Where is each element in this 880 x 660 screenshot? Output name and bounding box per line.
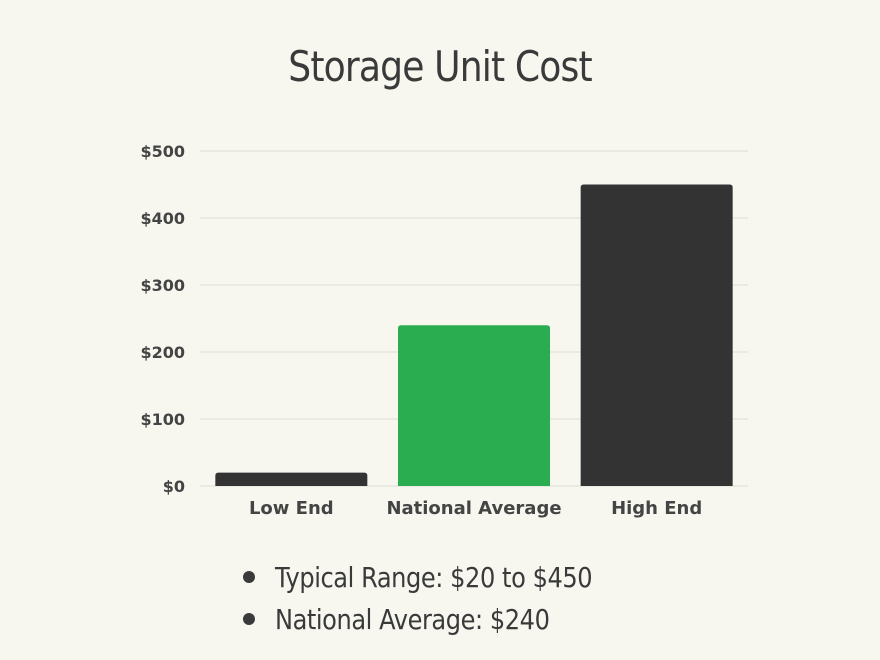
bullet-icon	[243, 613, 255, 625]
y-tick-label: $100	[140, 410, 185, 429]
summary-text: National Average: $240	[275, 602, 550, 636]
summary-text: Typical Range: $20 to $450	[275, 560, 593, 594]
summary-item-typical-range: Typical Range: $20 to $450	[243, 556, 644, 598]
x-tick-label: High End	[611, 498, 702, 519]
bars	[215, 184, 733, 486]
x-tick-label: National Average	[386, 498, 561, 519]
bar-high-end	[580, 184, 733, 486]
bullet-icon	[243, 571, 255, 583]
y-tick-label: $400	[140, 209, 185, 228]
summary-list: Typical Range: $20 to $450 National Aver…	[243, 556, 644, 640]
y-tick-label: $500	[140, 142, 185, 161]
x-axis-ticks: Low End National Average High End	[249, 498, 702, 519]
y-tick-label: $300	[140, 276, 185, 295]
y-axis-ticks: $0 $100 $200 $300 $400 $500	[140, 142, 185, 496]
chart-title: Storage Unit Cost	[288, 42, 592, 91]
bar-low-end	[215, 472, 368, 486]
y-tick-label: $200	[140, 343, 185, 362]
bar-national-average	[398, 325, 550, 486]
x-tick-label: Low End	[249, 498, 334, 519]
summary-item-national-average: National Average: $240	[243, 598, 644, 640]
y-tick-label: $0	[163, 477, 185, 496]
